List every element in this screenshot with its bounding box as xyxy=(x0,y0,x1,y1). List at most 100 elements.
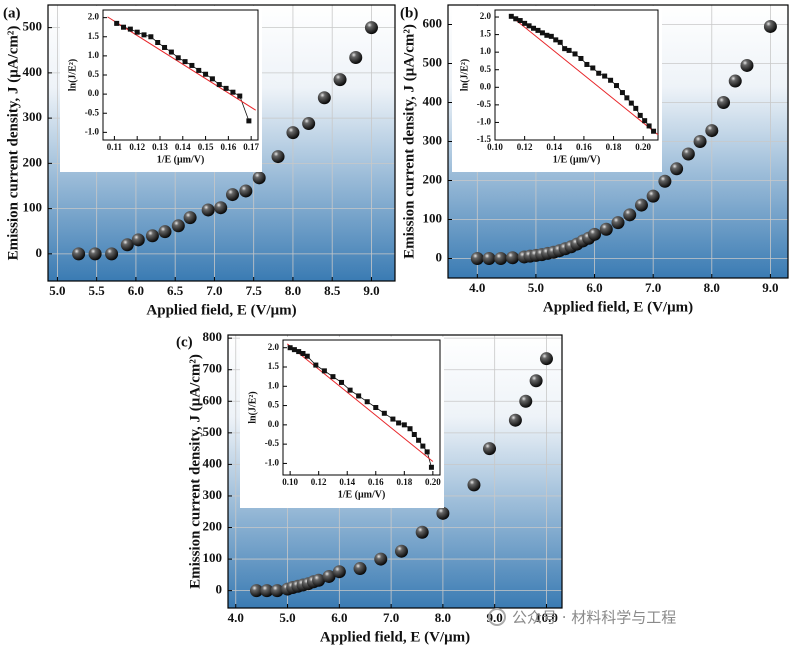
x-axis-label: Applied field, E (V/μm) xyxy=(543,299,693,315)
point xyxy=(120,238,134,252)
point xyxy=(304,353,310,359)
x-axis-label: Applied field, E (V/μm) xyxy=(320,629,470,645)
x-tick-label: 8.0 xyxy=(435,610,451,625)
x-tick-label: 7.0 xyxy=(645,280,661,295)
x-tick-label: 6.5 xyxy=(167,283,184,298)
point xyxy=(390,416,396,422)
point xyxy=(225,188,239,202)
x-tick-label: 0.20 xyxy=(425,477,441,487)
point xyxy=(572,51,578,57)
x-axis-label: 1/E (μm/V) xyxy=(553,154,601,165)
fit-line xyxy=(286,343,434,462)
watermark-icon xyxy=(488,608,506,626)
point xyxy=(623,208,637,222)
y-tick-label: 200 xyxy=(23,154,43,169)
x-tick-label: 0.12 xyxy=(129,142,145,152)
point xyxy=(494,252,508,265)
point xyxy=(619,90,625,96)
y-tick-label: 400 xyxy=(423,93,443,108)
point xyxy=(182,59,188,65)
y-tick-label: 1.5 xyxy=(88,31,100,41)
point xyxy=(317,91,331,105)
x-tick-label: 7.5 xyxy=(246,283,263,298)
point xyxy=(505,251,519,265)
y-tick-label: 600 xyxy=(423,15,443,30)
point xyxy=(249,584,263,598)
x-axis-label: Applied field, E (V/μm) xyxy=(146,302,296,318)
x-tick-label: 0.18 xyxy=(606,142,622,152)
point xyxy=(519,394,533,408)
y-tick-label: 0.0 xyxy=(268,419,280,429)
x-tick-label: 5.5 xyxy=(89,283,106,298)
point xyxy=(302,117,316,131)
y-tick-label: 300 xyxy=(203,487,223,502)
point xyxy=(535,27,541,33)
y-tick-label: 100 xyxy=(423,210,443,225)
point xyxy=(270,584,284,598)
y-tick-label: 600 xyxy=(203,392,223,407)
point xyxy=(548,33,554,39)
point xyxy=(330,374,336,380)
y-tick-label: 200 xyxy=(203,519,223,534)
point xyxy=(508,13,514,19)
panel-label: (b) xyxy=(400,5,418,21)
point xyxy=(72,247,86,261)
point xyxy=(364,399,370,405)
x-tick-label: 6.0 xyxy=(331,610,347,625)
point xyxy=(416,437,422,443)
x-axis-label: 1/E (μm/V) xyxy=(157,154,205,165)
point xyxy=(517,18,523,24)
point xyxy=(566,47,572,53)
point xyxy=(223,85,229,91)
plot-frame xyxy=(227,334,563,609)
point xyxy=(717,96,731,109)
point xyxy=(539,352,553,366)
y-axis-label: Emission current density, J (μA/cm²) xyxy=(401,24,417,259)
point xyxy=(467,478,481,492)
point xyxy=(396,420,402,426)
plot-frame xyxy=(282,339,441,476)
y-tick-label: 0.0 xyxy=(480,81,492,91)
point xyxy=(529,374,543,388)
point xyxy=(578,55,584,61)
x-tick-label: 0.10 xyxy=(282,477,298,487)
y-tick-label: -1.0 xyxy=(85,126,100,136)
point xyxy=(608,77,614,83)
point xyxy=(271,150,285,164)
point xyxy=(740,58,754,72)
point xyxy=(203,71,209,77)
fit-line xyxy=(509,14,659,136)
point xyxy=(145,229,159,243)
point xyxy=(415,525,429,539)
point xyxy=(322,569,336,583)
x-tick-label: 0.17 xyxy=(243,142,259,152)
x-tick-label: 0.11 xyxy=(107,142,123,152)
y-tick-label: 300 xyxy=(23,109,43,124)
y-tick-label: 2.0 xyxy=(268,342,280,352)
point xyxy=(557,39,563,45)
x-tick-label: 9.0 xyxy=(762,280,778,295)
y-tick-label: 1.0 xyxy=(88,50,100,60)
point xyxy=(590,65,596,71)
y-axis-label: Emission current density, J (μA/cm²) xyxy=(187,354,203,589)
point xyxy=(394,544,408,558)
point xyxy=(646,123,652,129)
point xyxy=(420,443,426,449)
panel-label: (c) xyxy=(176,334,193,350)
point xyxy=(562,46,568,52)
point xyxy=(237,93,243,99)
point xyxy=(522,20,528,26)
point xyxy=(239,184,253,198)
panel-label: (a) xyxy=(3,5,21,21)
x-tick-label: 8.0 xyxy=(704,280,720,295)
point xyxy=(763,19,777,33)
point xyxy=(588,227,602,241)
point xyxy=(296,349,302,355)
x-tick-label: 0.16 xyxy=(368,477,384,487)
point xyxy=(646,189,660,203)
plot-frame xyxy=(494,9,659,141)
x-tick-label: 0.20 xyxy=(635,142,651,152)
y-tick-label: -1.0 xyxy=(265,457,280,467)
